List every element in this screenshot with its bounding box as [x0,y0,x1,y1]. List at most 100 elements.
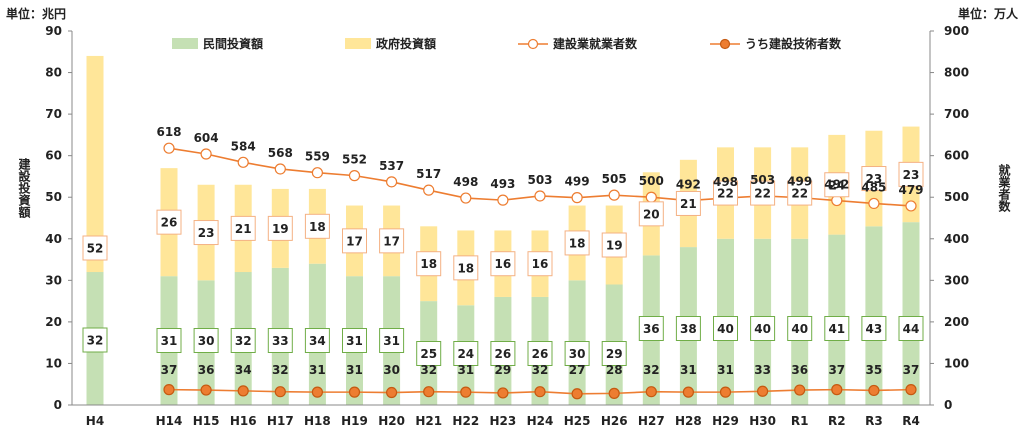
data-label-private-box [193,328,219,353]
workers-point [163,142,175,154]
workers-point [534,190,546,202]
data-label-private: 44 [903,322,920,336]
data-label-technicians: 37 [161,363,178,377]
workers-point [645,191,657,203]
data-label-workers: 493 [490,177,515,191]
data-label-government-box [898,161,924,187]
data-label-government-box [193,220,219,246]
data-label-private: 31 [161,334,178,348]
technicians-point [682,386,695,398]
data-label-workers: 503 [750,173,775,187]
data-label-workers: 492 [824,178,849,192]
data-label-government-box [379,228,405,254]
data-label-technicians: 36 [198,363,215,377]
right-tick-label: 400 [944,232,969,246]
data-label-government: 18 [420,257,437,271]
data-label-private-box [638,316,664,341]
data-label-government-box [490,251,516,277]
data-label-technicians: 29 [495,363,512,377]
labels-layer: 32 52 31 26 30 23 32 21 33 19 34 18 31 17 31 17 25 18 24 18… [82,125,924,377]
data-label-workers: 499 [565,175,590,189]
workers-point [571,192,583,204]
data-label-government: 16 [532,257,549,271]
data-label-government: 17 [346,234,363,248]
workers-point [237,156,249,168]
data-label-workers: 584 [231,139,256,153]
data-label-technicians: 32 [420,363,437,377]
data-label-private-box [82,327,108,353]
data-label-government: 23 [866,172,883,186]
right-tick-label: 0 [944,398,952,412]
workers-point [200,148,212,160]
technicians-point [571,388,583,400]
legend-label-technicians: うち建設技術者数 [745,36,842,51]
data-label-government-box [230,215,256,241]
data-label-private-box [675,316,701,341]
data-label-workers: 492 [676,178,701,192]
data-label-government-box [861,166,887,192]
category-label: H28 [675,414,702,428]
technicians-point [200,384,212,396]
data-label-workers: 500 [639,174,664,188]
legend-label-private: 民間投資額 [203,36,263,51]
left-tick-label: 40 [45,232,62,246]
category-label: H24 [527,414,554,428]
data-label-private: 29 [606,347,623,361]
data-label-government: 17 [383,234,400,248]
right-tick-label: 700 [944,107,969,121]
data-label-government: 21 [680,197,697,211]
data-label-private-box [787,316,813,341]
left-unit-label: 単位：兆円 [6,6,66,21]
data-label-technicians: 31 [680,363,697,377]
data-label-private-box [898,316,924,341]
technicians-point [905,384,917,396]
data-label-government-box [824,172,850,198]
data-label-technicians: 31 [309,363,326,377]
technicians-point [348,386,361,398]
legend-swatch-private [172,38,198,49]
category-label: H16 [230,414,257,428]
data-label-technicians: 28 [606,363,623,377]
data-label-workers: 517 [416,167,441,181]
right-tick-label: 800 [944,66,969,80]
data-label-workers: 604 [194,131,219,145]
category-label: H30 [749,414,776,428]
data-label-private-box [416,341,442,366]
data-label-private-box [267,328,293,353]
left-tick-label: 70 [45,107,62,121]
data-label-government: 19 [272,222,289,236]
data-label-technicians: 31 [346,363,363,377]
technicians-point [868,384,880,397]
category-label: R2 [828,414,846,428]
data-label-private-box [527,341,553,366]
data-label-technicians: 37 [828,363,845,377]
data-label-workers: 503 [527,173,552,187]
category-label: H17 [267,414,294,428]
data-label-private: 33 [272,334,289,348]
data-label-private: 31 [383,334,400,348]
technicians-point [719,386,732,398]
data-label-technicians: 37 [903,363,920,377]
category-label: H25 [564,414,591,428]
right-tick-label: 500 [944,190,969,204]
data-label-private-box [342,328,367,353]
technicians-point [460,386,472,398]
data-label-workers: 498 [713,175,738,189]
left-tick-label: 0 [54,398,62,412]
left-tick-label: 30 [45,273,62,287]
left-tick-label: 80 [45,66,62,80]
data-label-technicians: 32 [643,363,660,377]
data-label-private: 43 [866,322,883,336]
data-label-workers: 568 [268,146,293,160]
category-label: R1 [791,414,809,428]
category-label: H4 [86,414,104,428]
right-axis-title: 就業者数 [997,163,1011,213]
data-label-government-box [304,213,330,239]
data-label-private: 30 [198,334,215,348]
technicians-point [756,385,769,397]
data-label-technicians: 32 [532,363,549,377]
data-label-private-box [601,341,627,366]
technicians-point [831,384,843,396]
data-label-government-box [601,232,627,258]
